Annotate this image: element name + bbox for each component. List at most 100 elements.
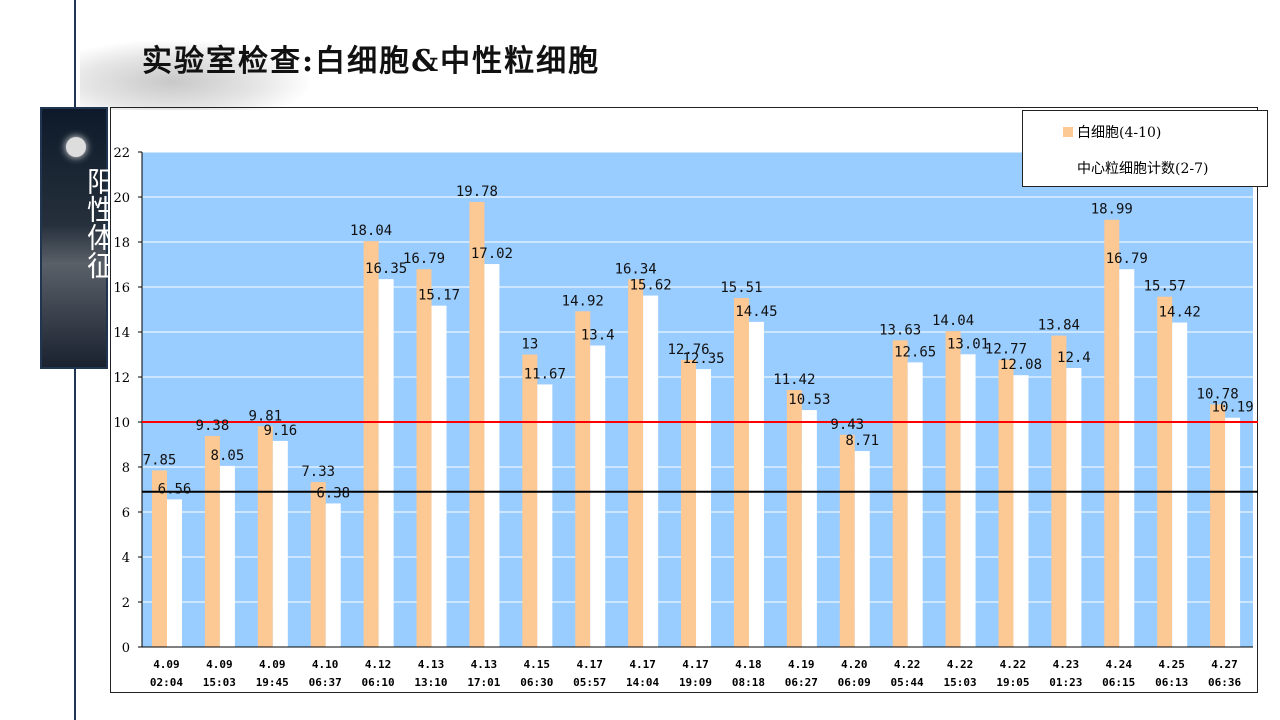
data-label: 7.85 <box>143 452 177 468</box>
data-label: 11.42 <box>773 372 815 388</box>
side-panel: 阳性体征 <box>40 107 116 369</box>
x-tick-label-time: 08:18 <box>732 676 765 689</box>
data-label: 15.57 <box>1144 279 1186 295</box>
bar-wbc <box>1157 296 1173 647</box>
data-label: 13.84 <box>1038 318 1080 334</box>
x-tick-label-time: 14:04 <box>626 676 659 689</box>
bar-wbc <box>998 359 1014 647</box>
bar-neutrophil <box>537 384 553 647</box>
y-tick-label: 22 <box>113 146 130 161</box>
bar-neutrophil <box>590 345 606 647</box>
bar-neutrophil <box>167 499 182 647</box>
data-label: 10.78 <box>1197 386 1239 402</box>
y-tick-label: 20 <box>113 191 130 206</box>
cloud-decoration <box>80 40 310 110</box>
data-label: 10.19 <box>1212 400 1254 416</box>
bar-wbc <box>152 470 167 647</box>
data-label: 14.04 <box>932 313 974 329</box>
bar-wbc <box>575 311 591 647</box>
bar-neutrophil <box>907 362 923 647</box>
bar-wbc <box>310 482 326 647</box>
x-tick-label-time: 19:45 <box>256 676 289 689</box>
legend-label: 中心粒细胞计数(2-7) <box>1077 161 1209 177</box>
x-tick-label-time: 05:57 <box>573 676 606 689</box>
data-label: 14.92 <box>562 293 604 309</box>
x-tick-label-date: 4.10 <box>312 658 339 671</box>
data-label: 16.79 <box>1106 251 1148 267</box>
data-label: 19.78 <box>456 184 498 200</box>
data-label: 16.34 <box>615 261 657 277</box>
legend-item-wbc: 白细胞(4-10) <box>1063 122 1161 142</box>
data-label: 14.45 <box>735 304 777 320</box>
bar-neutrophil <box>219 465 235 647</box>
data-label: 12.76 <box>667 342 709 358</box>
data-label: 12.08 <box>1000 357 1042 373</box>
x-tick-label-time: 17:01 <box>467 676 500 689</box>
data-label: 13 <box>521 337 538 353</box>
x-tick-label-date: 4.15 <box>524 658 551 671</box>
bar-wbc <box>469 201 485 647</box>
x-tick-label-time: 19:09 <box>679 676 712 689</box>
y-tick-label: 4 <box>122 551 130 566</box>
x-tick-label-date: 4.09 <box>153 658 180 671</box>
bar-neutrophil <box>1225 417 1241 647</box>
data-label: 12.77 <box>985 342 1027 358</box>
x-tick-label-date: 4.12 <box>365 658 392 671</box>
bar-neutrophil <box>854 451 870 647</box>
y-tick-label: 10 <box>113 416 130 431</box>
bar-wbc <box>257 426 273 647</box>
bar-neutrophil <box>960 354 976 647</box>
y-tick-label: 0 <box>122 641 130 656</box>
legend-swatch <box>1063 163 1073 173</box>
x-tick-label-date: 4.17 <box>629 658 656 671</box>
x-tick-label-time: 15:03 <box>203 676 236 689</box>
bar-wbc <box>204 435 220 647</box>
data-label: 14.42 <box>1159 305 1201 321</box>
data-label: 16.79 <box>403 251 445 267</box>
bar-neutrophil <box>325 503 341 647</box>
x-tick-label-time: 06:09 <box>838 676 871 689</box>
x-tick-label-date: 4.09 <box>206 658 233 671</box>
data-label: 8.71 <box>845 433 879 449</box>
bar-wbc <box>892 340 908 647</box>
x-tick-label-date: 4.24 <box>1105 658 1132 671</box>
x-tick-label-date: 4.22 <box>1000 658 1027 671</box>
data-label: 15.51 <box>720 280 762 296</box>
x-tick-label-date: 4.25 <box>1158 658 1185 671</box>
moon-icon <box>66 137 86 157</box>
bar-neutrophil <box>643 295 659 647</box>
x-tick-label-time: 15:03 <box>943 676 976 689</box>
bar-neutrophil <box>484 264 500 647</box>
bar-wbc <box>363 241 379 647</box>
x-tick-label-date: 4.22 <box>894 658 921 671</box>
x-tick-label-date: 4.17 <box>576 658 603 671</box>
data-label: 9.81 <box>248 408 282 424</box>
data-label: 10.53 <box>788 392 830 408</box>
bar-wbc <box>786 390 802 647</box>
y-tick-label: 14 <box>113 326 130 341</box>
chart-frame <box>110 107 1258 693</box>
page-title: 实验室检查:白细胞&中性粒细胞 <box>142 44 601 79</box>
data-label: 9.16 <box>263 423 297 439</box>
data-label: 18.04 <box>350 223 392 239</box>
legend: 白细胞(4-10) 中心粒细胞计数(2-7) <box>1022 110 1268 187</box>
data-label: 12.65 <box>894 344 936 360</box>
bar-neutrophil <box>1119 269 1135 647</box>
data-label: 8.05 <box>211 448 245 464</box>
x-tick-label-date: 4.22 <box>947 658 974 671</box>
bar-neutrophil <box>272 440 288 647</box>
data-label: 7.33 <box>301 464 335 480</box>
data-label: 16.35 <box>365 261 407 277</box>
bar-neutrophil <box>696 369 712 647</box>
bar-wbc <box>681 359 697 647</box>
x-tick-label-time: 06:37 <box>309 676 342 689</box>
x-tick-label-time: 06:30 <box>520 676 553 689</box>
data-label: 12.4 <box>1057 350 1091 366</box>
bar-wbc <box>945 331 961 647</box>
x-tick-label-time: 19:05 <box>996 676 1029 689</box>
legend-label: 白细胞(4-10) <box>1077 125 1162 141</box>
y-tick-label: 6 <box>122 506 130 521</box>
x-tick-label-date: 4.20 <box>841 658 868 671</box>
x-tick-label-date: 4.18 <box>735 658 762 671</box>
